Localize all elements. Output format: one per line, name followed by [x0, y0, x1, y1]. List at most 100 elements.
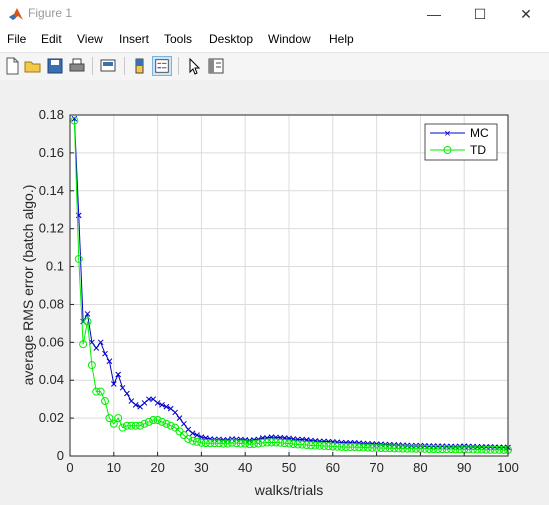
- minimize-button[interactable]: —: [411, 0, 457, 28]
- series-td-point: [118, 423, 127, 432]
- series-mc-point: [115, 371, 122, 378]
- toolbar-separator: [92, 57, 93, 75]
- series-td-point: [210, 439, 219, 448]
- series-mc-point: [198, 434, 205, 440]
- maximize-button[interactable]: ☐: [457, 0, 503, 28]
- x-tick-label: 70: [369, 460, 383, 475]
- series-td-point: [96, 387, 105, 396]
- series-td-point: [442, 445, 451, 454]
- series-mc-point: [176, 415, 183, 421]
- series-td-point: [403, 444, 412, 453]
- y-tick-label: 0.06: [39, 334, 64, 349]
- series-mc-point: [102, 350, 108, 357]
- series-td-point: [162, 419, 171, 428]
- menu-desktop[interactable]: Desktop: [209, 32, 254, 46]
- menu-file[interactable]: File: [7, 32, 27, 46]
- series-mc-point: [483, 444, 489, 450]
- series-td-point: [193, 437, 202, 446]
- legend-td-marker: [443, 146, 452, 154]
- series-td-point: [455, 445, 464, 454]
- series-td-point: [122, 421, 131, 430]
- menu-tools[interactable]: Tools: [164, 32, 193, 46]
- colorbar-icon[interactable]: [130, 56, 150, 76]
- series-td-point: [114, 414, 123, 423]
- legend[interactable]: × MC TD: [424, 123, 498, 161]
- menu-view[interactable]: View: [77, 32, 103, 46]
- legend-td-label: TD: [470, 143, 486, 157]
- series-mc-point: [500, 444, 507, 451]
- series-td-line: [73, 120, 508, 451]
- close-button[interactable]: ✕: [503, 0, 549, 28]
- line-chart[interactable]: 0 10 20 30 40 50 60 70 80 90 100 0 0.02 0.04 0.06 0.08…: [0, 80, 549, 500]
- new-figure-icon[interactable]: [2, 56, 22, 76]
- series-td-point: [341, 443, 350, 452]
- y-tick-label: 0.02: [39, 410, 64, 425]
- series-td-point: [464, 445, 473, 454]
- series-td-point: [324, 442, 333, 451]
- series-td-point: [223, 439, 232, 448]
- series-td-point: [359, 443, 368, 452]
- series-td-point: [447, 445, 456, 454]
- series-td-point: [271, 438, 280, 447]
- series-td-point: [140, 419, 149, 428]
- series-mc-point: [110, 381, 117, 387]
- series-mc-point: [443, 443, 450, 450]
- series-td-point: [337, 442, 346, 451]
- series-td-point: [219, 439, 228, 448]
- property-inspector-icon[interactable]: [206, 56, 226, 76]
- series-td-point: [328, 442, 337, 451]
- series-td-point: [241, 439, 250, 448]
- series-mc-point: [145, 396, 152, 403]
- series-td-point: [451, 445, 460, 454]
- series-td-point: [184, 434, 193, 443]
- legend-mc-marker: ×: [444, 128, 450, 140]
- save-icon[interactable]: [45, 56, 65, 76]
- series-td-point: [79, 340, 88, 349]
- y-tick-label: 0.16: [39, 145, 64, 160]
- menu-edit[interactable]: Edit: [41, 32, 62, 46]
- x-tick-label: 20: [150, 460, 164, 475]
- series-td-point: [425, 444, 434, 453]
- series-td-point: [477, 445, 486, 454]
- series-td-point: [429, 444, 438, 453]
- print-icon[interactable]: [67, 56, 87, 76]
- series-td-point: [486, 445, 495, 454]
- close-icon: ✕: [520, 5, 532, 22]
- x-tick-label: 0: [66, 460, 73, 475]
- menu-insert[interactable]: Insert: [119, 32, 150, 46]
- open-file-icon[interactable]: [23, 56, 43, 76]
- series-td-point: [236, 439, 245, 448]
- series-mc-point: [487, 444, 494, 450]
- series-td-point: [333, 442, 342, 451]
- series-td-point: [245, 440, 254, 449]
- series-td-point: [74, 254, 83, 263]
- y-tick-label: 0.1: [46, 259, 64, 274]
- series-td-point: [153, 416, 162, 425]
- x-tick-label: 40: [238, 460, 252, 475]
- link-plot-icon[interactable]: [98, 56, 118, 76]
- toolbar: [0, 52, 549, 81]
- series-td-point: [289, 440, 298, 449]
- series-td-point: [420, 444, 429, 453]
- x-tick-label: 10: [107, 460, 121, 475]
- x-tick-label: 30: [194, 460, 208, 475]
- legend-icon[interactable]: [152, 56, 172, 76]
- toolbar-separator: [178, 57, 179, 75]
- menu-help[interactable]: Help: [329, 32, 354, 46]
- series-td-point: [206, 439, 215, 448]
- series-td-point: [197, 438, 206, 447]
- series-mc-point: [106, 358, 113, 365]
- series-td-point: [355, 443, 364, 452]
- edit-plot-icon[interactable]: [184, 56, 204, 76]
- series-mc-point: [172, 409, 178, 416]
- series-td-point: [83, 317, 92, 326]
- series-mc-point: [448, 443, 454, 450]
- figure-canvas: 0 10 20 30 40 50 60 70 80 90 100 0 0.02 0.04 0.06 0.08…: [0, 80, 549, 500]
- series-td-point: [407, 444, 416, 453]
- x-axis-ticks: 0 10 20 30 40 50 60 70 80 90 100: [66, 452, 519, 475]
- menu-window[interactable]: Window: [268, 32, 311, 46]
- series-td-point: [346, 443, 355, 452]
- series-td-point: [293, 440, 302, 449]
- y-tick-label: 0.14: [39, 183, 64, 198]
- series-mc-point: [452, 443, 459, 450]
